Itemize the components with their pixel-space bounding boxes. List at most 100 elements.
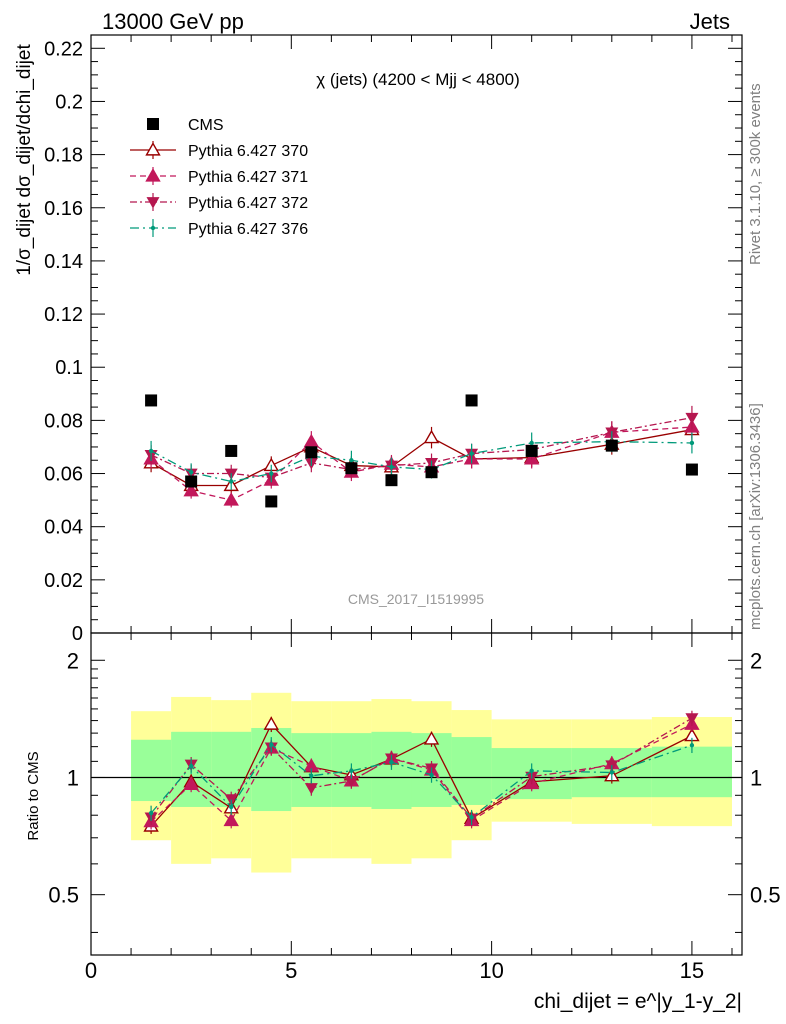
main-ylabel: 1/σ_dijet dσ_dijet/dchi_dijet	[14, 44, 35, 276]
y-tick-label: 0.04	[44, 517, 83, 539]
ratio-series-4-point	[689, 743, 695, 748]
mc-series-4-point	[148, 448, 154, 454]
ratio-series-4-point	[529, 768, 534, 774]
x-tick-label: 15	[680, 958, 704, 983]
cms-data-point	[685, 463, 698, 476]
mc-series-4-point	[349, 458, 354, 463]
y-tick-label: 0.18	[44, 145, 83, 167]
main-title: χ (jets) (4200 < Mjj < 4800)	[316, 70, 520, 89]
ratio-series-4-point	[609, 770, 614, 775]
legend-label: Pythia 6.427 372	[188, 195, 308, 212]
mc-series-4-point	[389, 464, 394, 470]
ratio-series-4-point	[269, 742, 274, 747]
header-right: Jets	[690, 9, 730, 34]
mc-series-1-point	[423, 429, 440, 444]
mc-series-2-point	[183, 482, 199, 497]
ratio-y-tick-label-right: 0.5	[750, 883, 781, 908]
ratio-series-4-point	[148, 810, 154, 816]
cms-data-point	[525, 444, 538, 457]
ratio-series-4-point	[389, 759, 394, 765]
y-tick-label: 0.08	[44, 410, 83, 432]
x-tick-label: 10	[479, 958, 503, 983]
cms-data-point	[145, 394, 158, 407]
mc-series-4-point	[689, 440, 695, 446]
uncertainty-band-inner	[651, 746, 732, 798]
mc-series-4-point	[469, 451, 474, 456]
cms-data-point	[385, 474, 398, 487]
mc-series-4-point	[229, 479, 234, 484]
mc-series-4-point	[188, 470, 194, 475]
uncertainty-band-inner	[131, 739, 172, 802]
cms-data-point	[465, 394, 478, 407]
legend-marker	[145, 168, 161, 182]
ratio-series-4-point	[309, 773, 314, 778]
ratio-series-4-point	[429, 772, 434, 778]
ratio-series-3-point	[685, 713, 699, 725]
rivet-label: Rivet 3.1.10, ≥ 300k events	[747, 83, 764, 265]
y-tick-label: 0.2	[55, 91, 83, 113]
legend-label: CMS	[188, 117, 224, 134]
legend-label: Pythia 6.427 370	[188, 143, 308, 160]
ratio-panel: 0.5 0.5 1 1 2 2 0 5 10 15 Ratio to CMS chi_dijet …	[25, 632, 781, 1013]
uncertainty-band-inner	[371, 731, 412, 809]
legend-label: Pythia 6.427 376	[188, 221, 308, 238]
cms-data-point	[345, 462, 358, 475]
cms-data-point	[225, 444, 238, 457]
y-tick-label: 0.12	[44, 304, 83, 326]
ratio-series-4-point	[229, 804, 234, 810]
header-left: 13000 GeV pp	[102, 9, 244, 34]
ratio-y-tick-label: 0.5	[48, 883, 79, 908]
ratio-series-4-point	[469, 815, 474, 820]
ratio-series-3-line	[150, 717, 693, 820]
legend-label: Pythia 6.427 371	[188, 169, 308, 186]
ratio-series-1-point	[423, 731, 440, 745]
legend: CMS Pythia 6.427 370 Pythia 6.427 371 Pythi…	[130, 117, 308, 238]
ratio-series-3-point	[344, 776, 358, 788]
mc-series-3-line	[150, 417, 693, 479]
mc-series-4-point	[529, 440, 534, 446]
watermark: CMS_2017_I1519995	[348, 591, 484, 607]
ratio-series-3-point	[304, 783, 318, 795]
mc-series-2-point	[223, 492, 239, 506]
ratio-series-2-point	[223, 812, 239, 827]
y-tick-label: 0.22	[44, 38, 83, 60]
y-tick-label: 0.1	[55, 357, 83, 379]
uncertainty-band-inner	[451, 737, 492, 805]
ratio-y-tick-label: 1	[67, 765, 79, 790]
legend-marker	[150, 225, 156, 231]
ratio-series-1-point	[263, 716, 279, 730]
ratio-series-4-line	[150, 743, 693, 819]
cms-data-point	[265, 495, 278, 508]
y-tick-label: 0.16	[44, 198, 83, 220]
mc-series-2-line	[150, 426, 692, 501]
ratio-ylabel: Ratio to CMS	[25, 751, 42, 840]
mc-series-3-point	[685, 412, 699, 425]
x-tick-label: 5	[285, 958, 297, 983]
cms-data-point	[185, 475, 198, 488]
cms-data-point	[425, 466, 438, 479]
y-tick-label: 0.06	[44, 464, 83, 486]
ratio-series-4-point	[188, 763, 194, 769]
ratio-series-2-point	[183, 776, 199, 790]
ratio-y-tick-label: 2	[67, 648, 79, 673]
ratio-xlabel: chi_dijet = e^|y_1-y_2|	[534, 990, 742, 1013]
ratio-panel-frame	[90, 632, 743, 956]
mc-series-1-line	[150, 429, 693, 487]
ratio-y-tick-label-right: 1	[750, 765, 762, 790]
y-tick-label: 0.14	[44, 251, 83, 273]
main-panel: 0 0.02 0.04 0.06 0.08 0.1 0.12 0.14 0.16 0.18 0.2 0…	[14, 34, 743, 645]
legend-marker	[147, 118, 159, 130]
x-tick-label: 0	[85, 958, 97, 983]
mc-series-2-point	[303, 433, 320, 448]
cms-data-point	[305, 446, 318, 459]
legend-marker	[145, 142, 161, 156]
y-tick-label: 0	[72, 623, 83, 645]
cms-data-point	[605, 439, 618, 452]
mc-series-4-point	[269, 471, 274, 476]
mc-series-4-line	[150, 440, 692, 483]
ratio-y-tick-label-right: 2	[750, 648, 762, 673]
y-tick-label: 0.02	[44, 570, 83, 592]
ratio-series-4-point	[349, 768, 354, 774]
legend-marker	[146, 197, 160, 209]
